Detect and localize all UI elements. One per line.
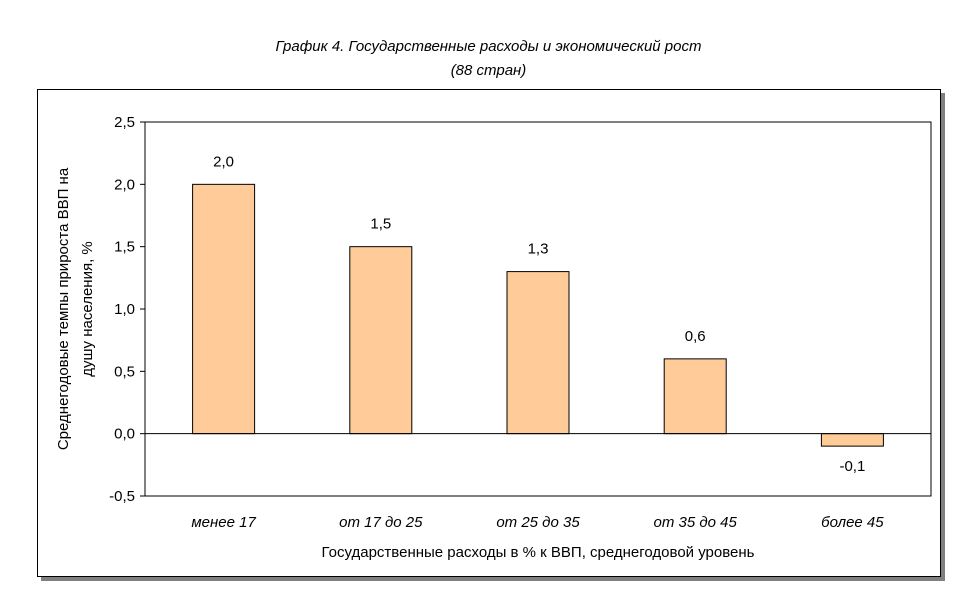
y-tick-label: 1,5: [114, 239, 135, 256]
x-axis-label: Государственные расходы в % к ВВП, средн…: [322, 544, 755, 561]
y-tick-label: 2,0: [114, 176, 135, 193]
bar: [506, 271, 570, 435]
chart-title: График 4. Государственные расходы и экон…: [275, 38, 702, 55]
x-tick-label: от 35 до 45: [654, 514, 738, 531]
y-axis: 2,5 2,0 1,5 1,0 0,5 0,0 -0,5: [109, 114, 145, 505]
data-label: 1,3: [528, 241, 549, 258]
bar: [349, 246, 413, 435]
y-axis-label-line2: душу населения, %: [79, 241, 96, 376]
chart-subtitle: (88 стран): [450, 62, 527, 79]
bars: [192, 183, 884, 447]
data-label: 2,0: [213, 153, 234, 170]
x-tick-labels: менее 17 от 17 до 25 от 25 до 35 от 35 до 4…: [191, 514, 884, 531]
bar: [192, 183, 256, 435]
y-tick-label: -0,5: [109, 488, 135, 505]
y-tick-label: 1,0: [114, 301, 135, 318]
y-tick-label: 2,5: [114, 114, 135, 131]
y-axis-label-line1: Среднегодовые темпы прироста ВВП на: [55, 167, 72, 450]
x-tick-label: более 45: [821, 514, 884, 531]
data-label: 1,5: [370, 216, 391, 233]
y-tick-label: 0,0: [114, 426, 135, 443]
bar: [663, 358, 727, 435]
data-label: 0,6: [685, 328, 706, 345]
data-labels: 2,0 1,5 1,3 0,6 -0,1: [213, 153, 865, 475]
bar: [820, 433, 884, 447]
data-label: -0,1: [839, 458, 865, 475]
y-tick-label: 0,5: [114, 363, 135, 380]
x-tick-label: от 17 до 25: [339, 514, 423, 531]
x-tick-label: от 25 до 35: [496, 514, 580, 531]
x-tick-label: менее 17: [191, 514, 256, 531]
